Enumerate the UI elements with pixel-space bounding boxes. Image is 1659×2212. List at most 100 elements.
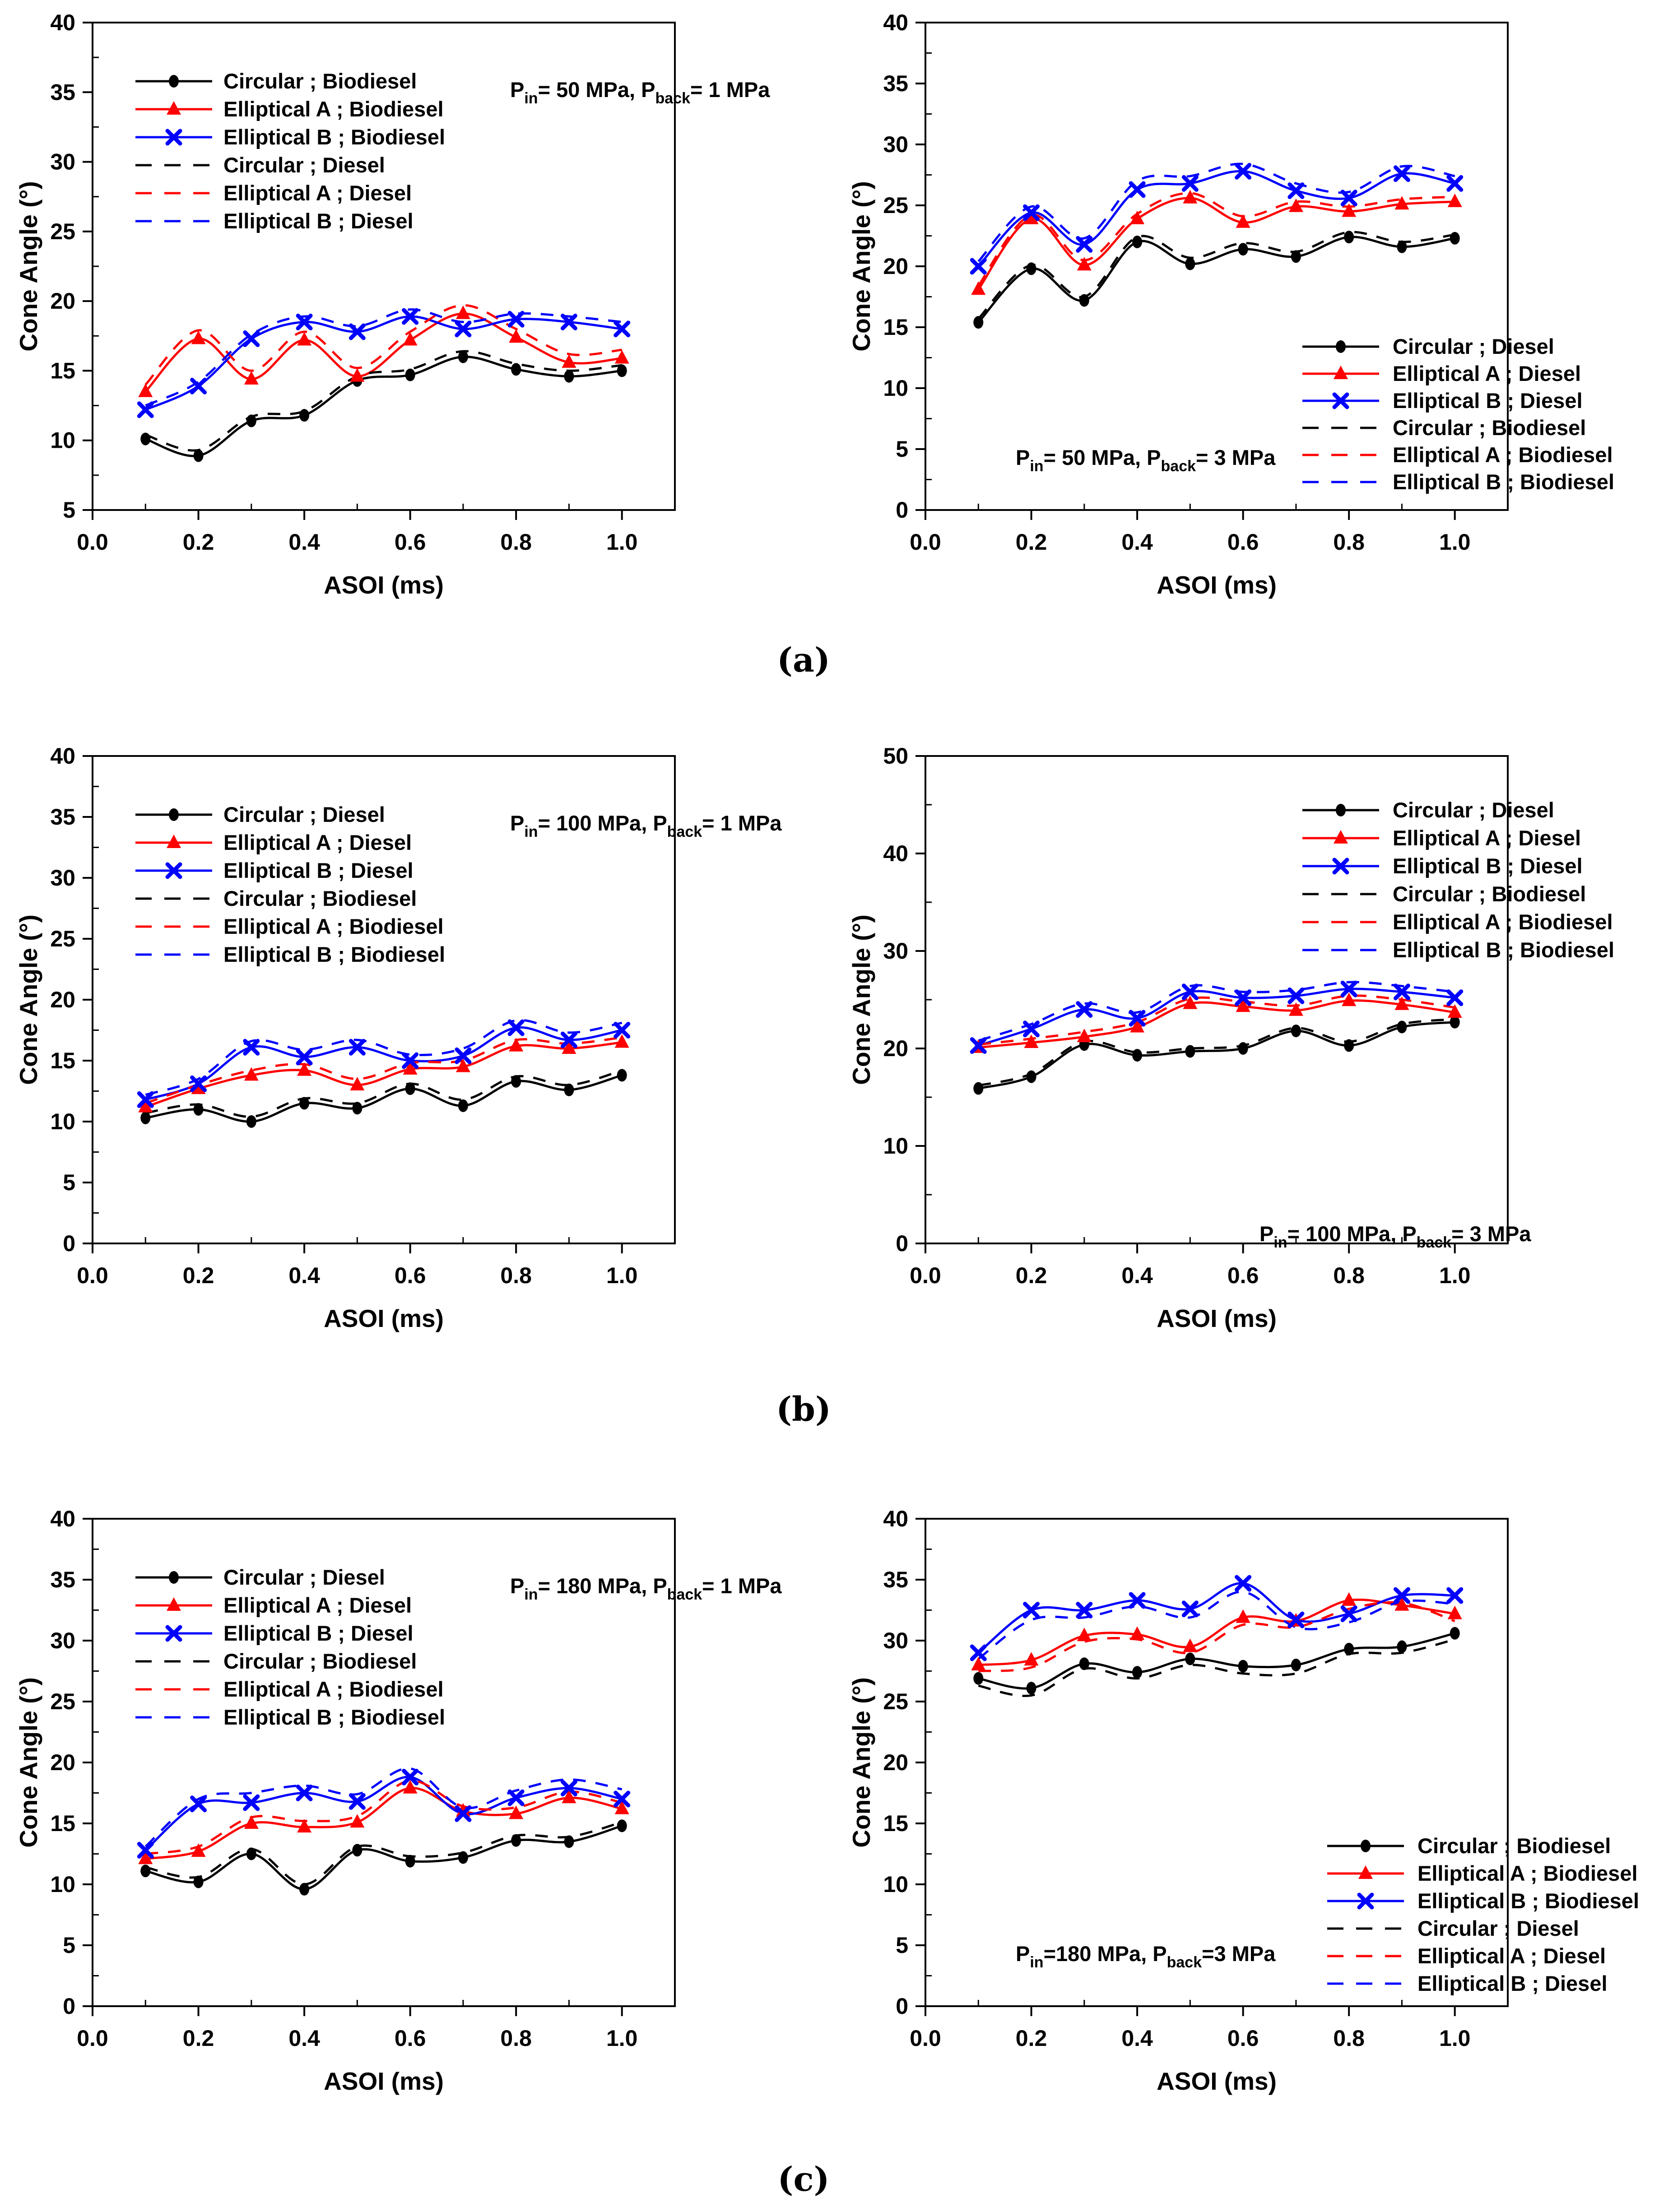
triangle-marker [562, 1040, 576, 1054]
series-line-a-left-2 [145, 315, 623, 411]
series-line-c-left-0 [145, 1825, 623, 1891]
circle-marker [617, 1819, 627, 1832]
triangle-marker [138, 383, 153, 397]
legend-label: Circular ; Diesel [223, 153, 385, 177]
series-lines [144, 1767, 623, 1891]
triangle-marker [1130, 1626, 1145, 1640]
x-tick-label: 0.2 [1016, 1263, 1047, 1288]
x-marker [1393, 1587, 1410, 1604]
triangle-marker [191, 1080, 206, 1094]
y-tick-label: 25 [50, 926, 75, 951]
x-marker [1393, 165, 1410, 182]
circle-marker [458, 350, 468, 363]
y-tick-label: 30 [883, 1628, 908, 1653]
legend-label: Elliptical A ; Diesel [223, 830, 412, 854]
series-line-b-left-0 [145, 1074, 623, 1123]
triangle-marker [1447, 1605, 1462, 1619]
x-marker [296, 1048, 313, 1066]
chart-svg-a-left: 0.0 0.2 0.4 0.6 0.8 1.0 5 10 15 20 25 30 35 40 ASOI (m… [14, 10, 770, 599]
axes: 0.0 0.2 0.4 0.6 0.8 1.0 0 5 10 15 20 25 30 35 40 ASOI (… [847, 1506, 1509, 2095]
series-markers [137, 1768, 631, 1896]
triangle-marker [191, 1843, 206, 1857]
triangle-marker [455, 305, 470, 319]
x-axis-title: ASOI (ms) [324, 2067, 444, 2095]
y-tick-label: 5 [63, 1170, 75, 1195]
x-marker [1357, 1892, 1374, 1910]
x-marker [507, 1789, 525, 1806]
series-line-b-right-2 [978, 988, 1455, 1047]
x-marker [1287, 182, 1305, 199]
x-tick-label: 0.8 [500, 2026, 532, 2051]
triangle-marker [244, 1815, 259, 1829]
triangle-marker [614, 1800, 629, 1814]
x-marker [190, 1795, 207, 1813]
y-tick-label: 5 [63, 497, 75, 523]
chart-svg-b-right: 0.0 0.2 0.4 0.6 0.8 1.0 0 10 20 30 40 50 ASOI (ms) Co… [847, 743, 1614, 1332]
series-markers [970, 162, 1464, 329]
circle-marker [1238, 1042, 1248, 1055]
x-marker [349, 323, 366, 340]
triangle-marker [1358, 1865, 1373, 1879]
y-tick-label: 0 [63, 1994, 75, 2019]
y-tick-label: 30 [883, 132, 908, 157]
x-marker [243, 1039, 260, 1056]
circle-marker [564, 370, 574, 383]
circle-marker [617, 1069, 627, 1082]
series-line-a-left-4 [144, 304, 622, 386]
chart-panel-c-left: 0.0 0.2 0.4 0.6 0.8 1.0 0 5 10 15 20 25 30 35 40 ASOI (… [14, 1498, 822, 2130]
circle-marker [1185, 1045, 1195, 1058]
legend-label: Circular ; Biodiesel [223, 886, 417, 910]
legend-label: Circular ; Diesel [1417, 1916, 1579, 1940]
series-markers [970, 1575, 1464, 1695]
triangle-marker [1024, 1652, 1039, 1666]
axes: 0.0 0.2 0.4 0.6 0.8 1.0 5 10 15 20 25 30 35 40 ASOI (m… [14, 10, 676, 599]
y-tick-label: 5 [896, 1933, 908, 1958]
series-line-b-right-0 [978, 1021, 1455, 1090]
x-marker [970, 1644, 987, 1661]
circle-marker [1344, 1642, 1354, 1656]
series-lines [145, 1019, 623, 1123]
x-tick-label: 0.4 [1121, 2026, 1153, 2051]
triangle-marker [1447, 193, 1462, 207]
triangle-marker [455, 1058, 470, 1072]
chart-panel-a-left: 0.0 0.2 0.4 0.6 0.8 1.0 5 10 15 20 25 30 35 40 ASOI (m… [14, 2, 822, 634]
legend-label: Elliptical A ; Diesel [1393, 826, 1581, 850]
x-marker [507, 1019, 525, 1036]
triangle-marker [1394, 196, 1409, 210]
x-axis-title: ASOI (ms) [324, 1304, 444, 1332]
x-tick-label: 0.6 [395, 1263, 426, 1288]
axes: 0.0 0.2 0.4 0.6 0.8 1.0 0 10 20 30 40 50 ASOI (ms) Co… [847, 743, 1509, 1332]
series-markers [137, 305, 631, 462]
circle-marker [1026, 262, 1036, 275]
circle-marker [973, 1672, 984, 1685]
x-marker [1235, 162, 1252, 180]
triangle-marker [1288, 198, 1303, 212]
y-tick-label: 30 [50, 1628, 75, 1653]
triangle-marker [244, 1067, 259, 1081]
x-marker [137, 401, 154, 418]
y-tick-label: 40 [883, 1506, 908, 1531]
axes: 0.0 0.2 0.4 0.6 0.8 1.0 0 5 10 15 20 25 30 35 40 ASOI (… [14, 743, 676, 1332]
series-lines [978, 981, 1455, 1090]
x-marker [1332, 858, 1349, 875]
x-marker [165, 862, 182, 879]
x-tick-label: 0.6 [395, 529, 426, 555]
x-tick-label: 0.2 [183, 2026, 214, 2051]
triangle-marker [455, 1803, 470, 1817]
circle-marker [193, 1875, 204, 1888]
legend-label: Elliptical B ; Diesel [223, 1621, 414, 1645]
circle-marker [511, 1075, 521, 1088]
triangle-marker [971, 281, 986, 295]
legend-label: Elliptical B ; Diesel [223, 858, 414, 882]
legend: Circular ; Diesel Elliptical A ; Diesel El… [1302, 798, 1614, 962]
x-tick-label: 0.6 [1227, 529, 1259, 555]
triangle-marker [1236, 1609, 1250, 1623]
legend-label: Elliptical A ; Biodiesel [1393, 910, 1613, 934]
x-tick-label: 1.0 [606, 2026, 638, 2051]
triangle-marker [297, 332, 312, 346]
y-tick-label: 10 [883, 376, 908, 401]
triangle-marker [167, 1597, 181, 1611]
triangle-marker [614, 350, 629, 364]
legend-label: Elliptical B ; Diesel [223, 209, 414, 233]
triangle-marker [1394, 996, 1409, 1010]
